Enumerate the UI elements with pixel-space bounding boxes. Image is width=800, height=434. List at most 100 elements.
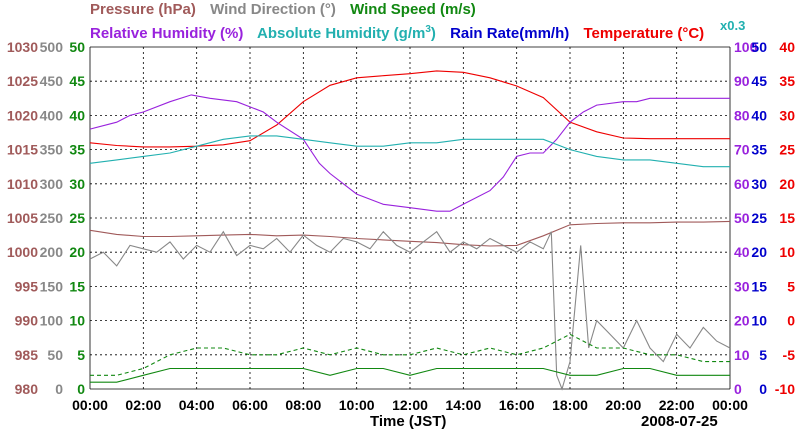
y-tick-wind-speed: 30 — [69, 176, 85, 192]
x-axis-title: Time (JST) — [370, 413, 447, 430]
x-tick-label: 04:00 — [179, 397, 215, 413]
y-tick-temperature: -10 — [775, 381, 795, 397]
y-tick-wind-speed: 40 — [69, 107, 85, 123]
y-tick-temperature: 30 — [779, 107, 795, 123]
y-tick-pressure: 1000 — [7, 244, 38, 260]
legend-relative-humidity: Relative Humidity (%) — [90, 25, 244, 42]
x-tick-label: 18:00 — [552, 397, 588, 413]
y-tick-humidity: 20 — [734, 313, 750, 329]
legend-row-1: Pressure (hPa) Wind Direction (°) Wind S… — [90, 0, 486, 20]
y-tick-wind-speed: 50 — [69, 39, 85, 55]
legend-wind-direction: Wind Direction (°) — [210, 1, 336, 18]
x-tick-label: 20:00 — [605, 397, 641, 413]
x-tick-label: 06:00 — [232, 397, 268, 413]
y-tick-temperature: 25 — [779, 142, 795, 158]
x-tick-label: 00:00 — [72, 397, 108, 413]
y-tick-pressure: 980 — [15, 381, 39, 397]
y-tick-humidity: 30 — [734, 278, 750, 294]
y-tick-humidity: 90 — [734, 73, 750, 89]
y-tick-temperature: 20 — [779, 176, 795, 192]
y-tick-wind-direction: 50 — [47, 347, 63, 363]
y-tick-pressure: 995 — [15, 278, 39, 294]
legend-absolute-humidity: Absolute Humidity (g/m3) — [257, 24, 436, 42]
y-tick-pressure: 990 — [15, 313, 39, 329]
legend-wind-speed: Wind Speed (m/s) — [350, 1, 476, 18]
y-tick-temperature: 15 — [779, 210, 795, 226]
y-tick-wind-speed: 25 — [69, 210, 85, 226]
legend-row-2: Relative Humidity (%) Absolute Humidity … — [90, 20, 714, 42]
y-tick-pressure: 985 — [15, 347, 39, 363]
y-tick-humidity: 10 — [734, 347, 750, 363]
y-tick-temperature: -5 — [783, 347, 796, 363]
y-tick-wind-direction: 0 — [55, 381, 63, 397]
series-pressure — [89, 220, 731, 247]
series-wind-direction — [89, 230, 731, 391]
y-tick-pressure: 1010 — [7, 176, 38, 192]
y-tick-humidity: 80 — [734, 107, 750, 123]
x-tick-label: 14:00 — [445, 397, 481, 413]
y-tick-rain-rate: 5 — [759, 347, 767, 363]
y-tick-rain-rate: 15 — [751, 278, 767, 294]
y-tick-wind-speed: 45 — [69, 73, 85, 89]
y-tick-pressure: 1030 — [7, 39, 38, 55]
y-tick-pressure: 1020 — [7, 107, 38, 123]
date-label: 2008-07-25 — [641, 413, 718, 430]
y-tick-rain-rate: 35 — [751, 142, 767, 158]
series-absolute-humidity — [89, 135, 730, 168]
y-tick-wind-direction: 150 — [40, 278, 64, 294]
y-tick-wind-speed: 35 — [69, 142, 85, 158]
y-tick-wind-direction: 250 — [40, 210, 64, 226]
y-tick-wind-direction: 450 — [40, 73, 64, 89]
y-tick-rain-rate: 30 — [751, 176, 767, 192]
legend-temperature: Temperature (°C) — [583, 25, 705, 42]
x-tick-label: 22:00 — [659, 397, 695, 413]
x-tick-label: 08:00 — [285, 397, 321, 413]
y-tick-wind-direction: 350 — [40, 142, 64, 158]
series-relative-humidity — [89, 94, 730, 212]
y-tick-temperature: 40 — [779, 39, 795, 55]
y-tick-wind-speed: 5 — [77, 347, 85, 363]
y-tick-rain-rate: 40 — [751, 107, 767, 123]
y-tick-temperature: 5 — [787, 278, 795, 294]
x-tick-label: 10:00 — [339, 397, 375, 413]
legend-absolute-humidity-sup: 3 — [425, 24, 431, 35]
y-tick-rain-rate: 45 — [751, 73, 767, 89]
x-tick-label: 12:00 — [392, 397, 428, 413]
legend-absolute-humidity-after: ) — [430, 25, 436, 42]
y-tick-humidity: 70 — [734, 142, 750, 158]
series-wind-speed-dashed — [90, 333, 730, 376]
series-wind-speed-solid — [90, 367, 730, 383]
y-tick-rain-rate: 20 — [751, 244, 767, 260]
y-tick-wind-direction: 100 — [40, 313, 64, 329]
y-tick-pressure: 1015 — [7, 142, 38, 158]
y-tick-humidity: 50 — [734, 210, 750, 226]
x-tick-label: 02:00 — [125, 397, 161, 413]
legend-pressure: Pressure (hPa) — [90, 1, 196, 18]
y-tick-wind-speed: 10 — [69, 313, 85, 329]
y-tick-wind-direction: 300 — [40, 176, 64, 192]
y-tick-rain-rate: 25 — [751, 210, 767, 226]
y-tick-pressure: 1005 — [7, 210, 38, 226]
multiplier-note: x0.3 — [720, 18, 746, 33]
y-tick-rain-rate: 50 — [751, 39, 767, 55]
x-tick-label: 16:00 — [499, 397, 535, 413]
y-tick-wind-direction: 500 — [40, 39, 64, 55]
y-tick-wind-speed: 20 — [69, 244, 85, 260]
legend-absolute-humidity-name: Absolute Humidity (g/m — [257, 25, 426, 42]
y-tick-temperature: 0 — [787, 313, 795, 329]
y-tick-pressure: 1025 — [7, 73, 38, 89]
x-tick-label: 00:00 — [712, 397, 748, 413]
y-tick-wind-direction: 400 — [40, 107, 64, 123]
y-tick-humidity: 0 — [734, 381, 742, 397]
y-tick-humidity: 100 — [734, 39, 758, 55]
y-tick-humidity: 60 — [734, 176, 750, 192]
legend-rain-rate: Rain Rate(mm/h) — [450, 25, 570, 42]
y-tick-wind-direction: 200 — [40, 244, 64, 260]
y-tick-rain-rate: 0 — [759, 381, 767, 397]
y-tick-temperature: 10 — [779, 244, 795, 260]
y-tick-humidity: 40 — [734, 244, 750, 260]
y-tick-temperature: 35 — [779, 73, 795, 89]
y-tick-wind-speed: 0 — [77, 381, 85, 397]
y-tick-rain-rate: 10 — [751, 313, 767, 329]
